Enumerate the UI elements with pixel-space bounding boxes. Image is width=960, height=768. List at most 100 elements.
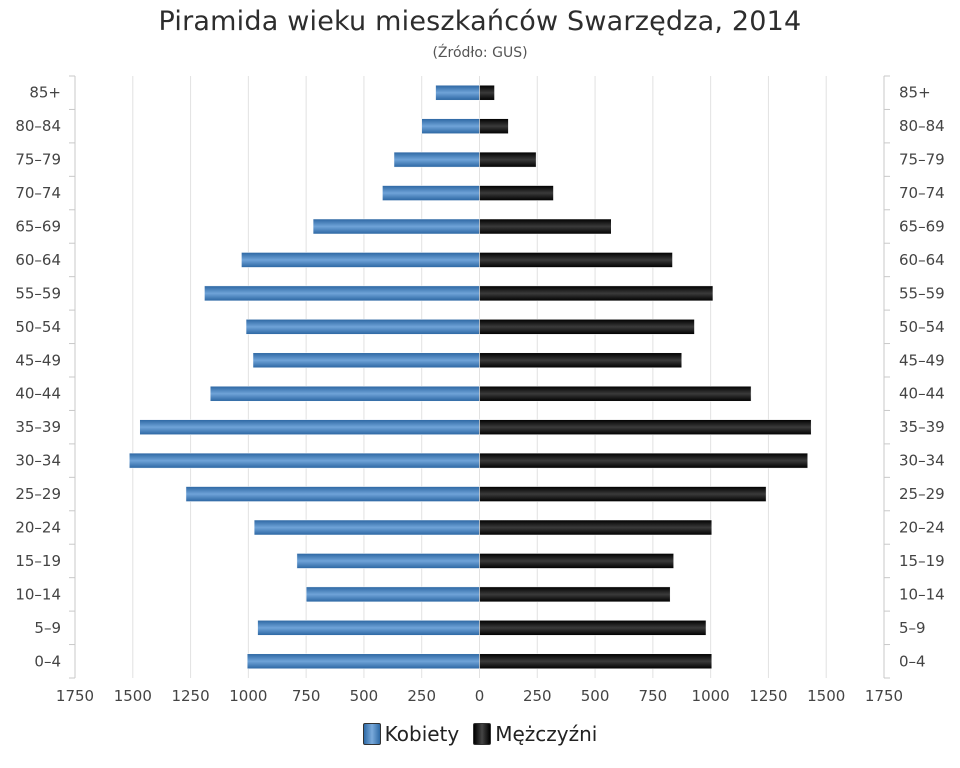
x-tick-label: 1250 <box>749 687 787 705</box>
y-category-label-right: 85+ <box>899 84 931 102</box>
x-tick-label: 1500 <box>114 687 152 705</box>
bar-men <box>479 352 682 369</box>
y-category-label-right: 0–4 <box>899 652 926 670</box>
y-category-label-right: 55–59 <box>899 284 945 302</box>
x-tick-label: 500 <box>581 687 610 705</box>
legend-label-men: Mężczyźni <box>495 722 598 746</box>
bar-women <box>204 285 480 302</box>
bar-women <box>246 653 480 670</box>
y-category-label-right: 35–39 <box>899 418 945 436</box>
bar-women <box>393 151 480 168</box>
bar-men <box>479 486 767 502</box>
bar-women <box>139 419 480 435</box>
legend: Kobiety Mężczyźni <box>0 722 960 746</box>
bar-men <box>479 385 752 402</box>
y-category-label-left: 25–29 <box>15 485 61 503</box>
y-category-label-left: 45–49 <box>15 351 61 369</box>
bar-men <box>479 620 707 636</box>
y-category-label-left: 60–64 <box>15 251 61 269</box>
bar-men <box>479 553 674 569</box>
y-category-label-right: 45–49 <box>899 351 945 369</box>
x-tick-label: 1750 <box>56 687 94 705</box>
y-category-label-right: 30–34 <box>899 452 945 470</box>
y-category-label-right: 5–9 <box>899 619 926 637</box>
x-tick-label: 1500 <box>807 687 845 705</box>
bar-men <box>479 519 713 536</box>
x-tick-label: 250 <box>523 687 552 705</box>
bar-women <box>312 218 480 235</box>
y-category-label-left: 20–24 <box>15 519 61 537</box>
y-category-label-right: 65–69 <box>899 218 945 236</box>
bar-men <box>479 218 612 235</box>
x-tick-label: 1750 <box>865 687 903 705</box>
legend-item-men[interactable]: Mężczyźni <box>473 722 597 746</box>
y-category-label-left: 85+ <box>29 84 61 102</box>
bar-men <box>479 151 537 168</box>
bar-men <box>479 252 673 268</box>
bar-men <box>479 319 695 335</box>
bar-women <box>421 118 480 134</box>
bar-men <box>479 285 714 302</box>
x-tick-label: 750 <box>639 687 668 705</box>
bar-men <box>479 653 713 670</box>
bar-men <box>479 185 554 201</box>
bar-men <box>479 118 509 134</box>
bar-women <box>245 319 480 335</box>
y-category-label-right: 75–79 <box>899 151 945 169</box>
y-category-label-left: 80–84 <box>15 117 61 135</box>
y-category-label-left: 30–34 <box>15 452 61 470</box>
y-category-label-left: 0–4 <box>34 652 61 670</box>
legend-swatch-men <box>473 723 492 745</box>
y-category-label-left: 65–69 <box>15 218 61 236</box>
y-category-label-left: 75–79 <box>15 151 61 169</box>
x-tick-label: 1000 <box>692 687 730 705</box>
bar-women <box>185 486 480 502</box>
x-tick-label: 0 <box>475 687 485 705</box>
y-category-label-left: 55–59 <box>15 284 61 302</box>
chart-title: Piramida wieku mieszkańców Swarzędza, 20… <box>158 6 802 37</box>
bar-women <box>253 519 480 536</box>
bar-women <box>305 586 480 603</box>
legend-item-women[interactable]: Kobiety <box>362 722 460 746</box>
bar-men <box>479 586 671 603</box>
y-category-label-left: 35–39 <box>15 418 61 436</box>
bar-men <box>479 419 812 435</box>
bar-women <box>435 84 480 101</box>
y-category-label-left: 10–14 <box>15 585 61 603</box>
y-category-label-right: 40–44 <box>899 385 945 403</box>
bar-men <box>479 84 495 101</box>
x-tick-label: 500 <box>350 687 379 705</box>
x-tick-label: 250 <box>407 687 436 705</box>
bar-women <box>257 620 480 636</box>
y-category-label-right: 60–64 <box>899 251 945 269</box>
x-tick-label: 1250 <box>171 687 209 705</box>
legend-label-women: Kobiety <box>384 722 460 746</box>
y-category-label-right: 15–19 <box>899 552 945 570</box>
bar-women <box>209 385 480 402</box>
y-category-label-right: 25–29 <box>899 485 945 503</box>
legend-swatch-women <box>362 723 381 745</box>
y-category-label-left: 50–54 <box>15 318 61 336</box>
y-category-label-right: 20–24 <box>899 519 945 537</box>
y-category-label-right: 10–14 <box>899 585 945 603</box>
y-category-label-right: 80–84 <box>899 117 945 135</box>
x-tick-label: 750 <box>292 687 321 705</box>
bar-women <box>129 452 480 469</box>
y-category-label-left: 5–9 <box>34 619 61 637</box>
y-category-label-left: 15–19 <box>15 552 61 570</box>
x-tick-label: 1000 <box>229 687 267 705</box>
bar-women <box>296 553 480 569</box>
bar-women <box>241 252 480 268</box>
bars-layer <box>129 84 812 670</box>
y-category-label-right: 50–54 <box>899 318 945 336</box>
bar-women <box>382 185 480 201</box>
y-category-label-right: 70–74 <box>899 184 945 202</box>
grid-layer <box>69 75 890 679</box>
bar-men <box>479 452 808 469</box>
chart-subtitle: (Źródło: GUS) <box>432 45 528 61</box>
bar-women <box>252 352 480 369</box>
y-category-label-left: 40–44 <box>15 385 61 403</box>
labels-layer: 1750 1500 1250 1000 750 500 250 0 250 500 750 1000 1… <box>15 84 944 705</box>
y-category-label-left: 70–74 <box>15 184 61 202</box>
